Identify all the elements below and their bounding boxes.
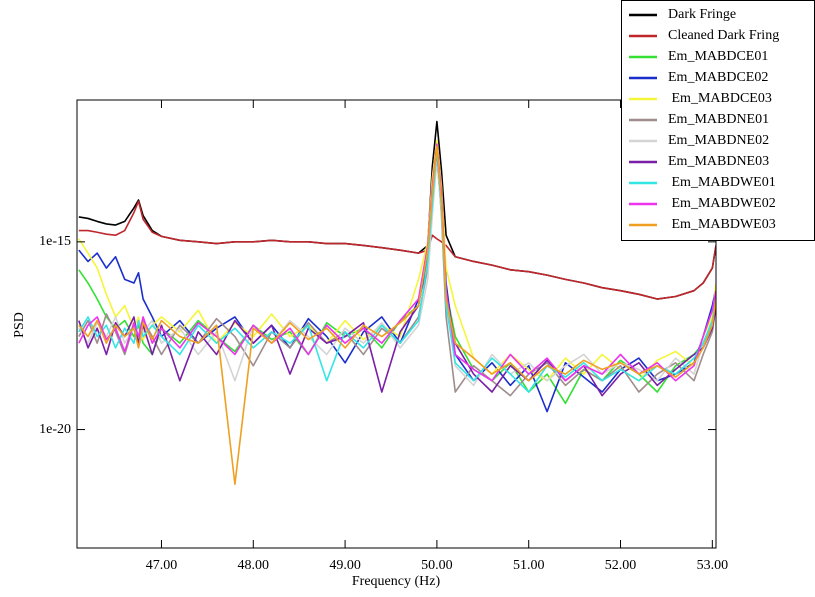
series-line (78, 145, 716, 486)
x-tick-label: 49.00 (329, 558, 361, 573)
series-line (78, 200, 716, 300)
legend-label: Em_MABDWE02 (668, 196, 776, 211)
legend-label: Em_MABDCE03 (668, 91, 772, 106)
x-tick-label: 51.00 (513, 558, 545, 573)
x-axis-label: Frequency (Hz) (352, 574, 441, 589)
legend-label: Em_MABDWE03 (668, 217, 776, 232)
x-tick-label: 47.00 (146, 558, 178, 573)
plot-frame (76, 99, 717, 549)
legend-label: Cleaned Dark Fring (668, 28, 779, 43)
x-tick-label: 53.00 (697, 558, 729, 573)
plot-lines (78, 120, 716, 486)
legend-label: Em_MABDCE02 (668, 70, 768, 85)
legend-label: Em_MABDNE01 (668, 112, 769, 127)
x-tick-label: 50.00 (421, 558, 453, 573)
legend: Dark Fringe Cleaned Dark Fring Em_MABDCE01… (621, 0, 815, 241)
legend-label: Dark Fringe (668, 7, 736, 22)
legend-label: Em_MABDNE03 (668, 154, 769, 169)
y-axis-label: PSD (12, 312, 27, 338)
y-tick-label: 1e-20 (39, 422, 71, 437)
x-tick-label: 52.00 (605, 558, 637, 573)
x-tick-label: 48.00 (238, 558, 270, 573)
legend-label: Em_MABDWE01 (668, 175, 776, 190)
legend-label: Em_MABDNE02 (668, 133, 769, 148)
series-line (78, 159, 716, 387)
y-tick-label: 1e-15 (39, 234, 71, 249)
legend-label: Em_MABDCE01 (668, 49, 768, 64)
